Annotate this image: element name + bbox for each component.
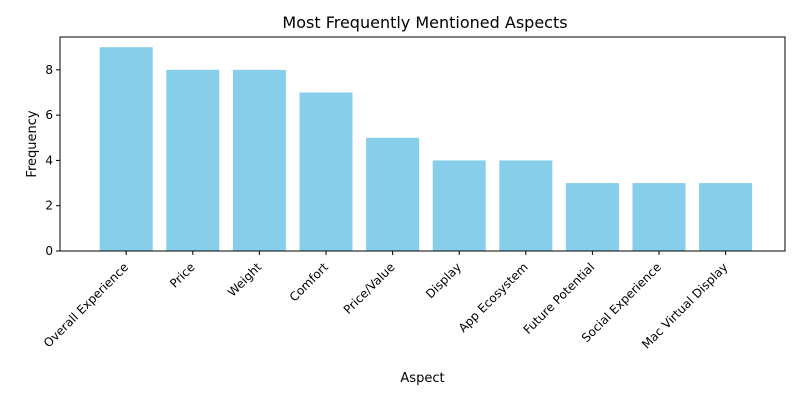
bar-price xyxy=(166,69,220,252)
bar-app-ecosystem xyxy=(499,160,553,251)
x-axis-label: Aspect xyxy=(400,371,444,386)
bar-weight xyxy=(232,69,286,252)
x-tick-label: Weight xyxy=(225,260,265,300)
bar-display xyxy=(432,160,486,251)
x-tick-label: Display xyxy=(423,260,464,301)
y-axis-label: Frequency xyxy=(25,110,40,177)
bars-group xyxy=(99,47,753,252)
bar-mac-virtual-display xyxy=(699,183,753,251)
y-tick-label: 0 xyxy=(45,244,53,258)
bar-comfort xyxy=(299,92,353,252)
x-tick-label: App Ecosystem xyxy=(456,260,531,335)
bar-future-potential xyxy=(565,183,619,251)
x-tick-label: Comfort xyxy=(287,260,331,304)
y-axis: 0 2 4 6 8 xyxy=(45,63,60,258)
bar-social-experience xyxy=(632,183,686,251)
x-tick-label: Price/Value xyxy=(341,260,398,317)
chart-title: Most Frequently Mentioned Aspects xyxy=(282,13,567,32)
y-tick-label: 6 xyxy=(45,108,53,122)
y-tick-label: 4 xyxy=(45,153,53,167)
y-tick-label: 8 xyxy=(45,63,53,77)
y-tick-label: 2 xyxy=(45,199,53,213)
bar-overall-experience xyxy=(99,47,153,251)
x-tick-label: Price xyxy=(167,260,198,291)
plot-frame xyxy=(59,36,786,252)
x-axis: Overall Experience Price Weight Comfort Pric… xyxy=(41,251,731,352)
x-tick-label: Overall Experience xyxy=(41,260,131,350)
x-tick-label: Future Potential xyxy=(521,260,598,337)
bar-price-value xyxy=(366,137,420,251)
